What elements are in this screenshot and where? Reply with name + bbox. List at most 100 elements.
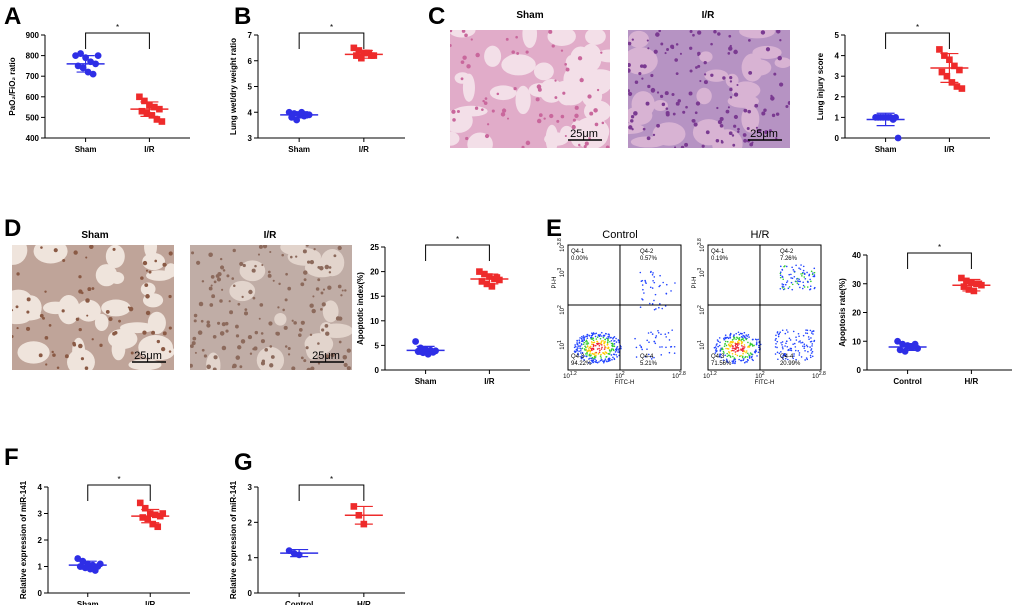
event-dot xyxy=(801,272,804,275)
event-dot xyxy=(731,349,734,352)
data-point xyxy=(975,280,983,288)
event-dot xyxy=(721,347,724,349)
nucleus xyxy=(277,306,280,309)
event-dot xyxy=(810,352,813,354)
nucleus xyxy=(44,290,47,293)
alveolus xyxy=(67,348,95,370)
event-dot xyxy=(802,284,805,287)
event-dot xyxy=(647,353,650,356)
event-dot xyxy=(609,340,611,343)
nucleus xyxy=(328,266,332,269)
nucleus xyxy=(305,245,309,247)
event-dot xyxy=(592,361,594,364)
event-dot xyxy=(642,299,644,301)
nucleus xyxy=(78,327,82,332)
nucleus xyxy=(728,34,732,38)
event-dot xyxy=(617,349,620,351)
event-dot xyxy=(590,336,593,339)
event-dot xyxy=(644,279,646,282)
event-dot xyxy=(737,346,740,349)
event-dot xyxy=(796,280,799,282)
event-dot xyxy=(781,329,784,332)
y-tick-label: 700 xyxy=(26,72,40,81)
event-dot xyxy=(745,360,747,363)
y-tick-label: 1 xyxy=(38,563,43,572)
nucleus xyxy=(630,119,634,123)
event-dot xyxy=(784,345,786,347)
data-point xyxy=(94,52,102,59)
nucleus xyxy=(168,326,172,330)
nucleus xyxy=(719,123,724,128)
event-dot xyxy=(602,352,605,354)
nucleus xyxy=(213,355,218,360)
nucleus xyxy=(237,302,241,306)
event-dot xyxy=(814,286,816,289)
y-axis-label: Apoptotic index(%) xyxy=(356,272,365,345)
data-point xyxy=(943,72,951,80)
event-dot xyxy=(584,355,586,357)
event-dot xyxy=(668,339,671,341)
nucleus xyxy=(506,117,510,120)
nucleus xyxy=(287,286,292,291)
event-dot xyxy=(662,281,664,284)
nucleus xyxy=(727,106,730,109)
nucleus xyxy=(53,248,58,253)
y-tick-label: 1 xyxy=(835,113,840,122)
nucleus xyxy=(536,118,542,124)
y-tick-label: 7 xyxy=(248,31,253,40)
nucleus xyxy=(72,341,76,346)
significance-star: * xyxy=(938,243,941,252)
event-dot xyxy=(749,344,751,347)
event-dot xyxy=(747,359,749,362)
event-dot xyxy=(788,273,791,276)
event-dot xyxy=(595,338,598,340)
event-dot xyxy=(585,348,588,351)
event-dot xyxy=(577,345,579,347)
event-dot xyxy=(803,343,806,346)
alveolus xyxy=(522,30,538,49)
nucleus xyxy=(142,330,147,335)
y-tick-label: 10 xyxy=(370,317,379,326)
panel-letter: D xyxy=(4,215,21,242)
event-dot xyxy=(755,341,758,343)
event-dot xyxy=(783,265,785,268)
event-dot xyxy=(792,269,795,271)
event-dot xyxy=(674,282,676,284)
y-tick-label: 3 xyxy=(835,72,840,81)
event-dot xyxy=(615,354,618,356)
event-dot xyxy=(612,343,614,346)
nucleus xyxy=(593,108,598,113)
event-dot xyxy=(793,353,795,355)
nucleus xyxy=(748,70,753,75)
nucleus xyxy=(216,277,222,282)
y-tick-label: 40 xyxy=(852,251,861,260)
event-dot xyxy=(792,343,794,346)
nucleus xyxy=(278,282,281,286)
nucleus xyxy=(770,94,773,98)
tick-base: 10 xyxy=(755,374,762,380)
tick-base: 10 xyxy=(703,374,710,380)
event-dot xyxy=(755,343,758,346)
event-dot xyxy=(789,339,792,341)
nucleus xyxy=(281,253,284,257)
nucleus xyxy=(466,64,471,69)
nucleus xyxy=(710,73,714,77)
event-dot xyxy=(729,336,731,339)
nucleus xyxy=(596,88,600,92)
tissue xyxy=(450,30,610,148)
event-dot xyxy=(665,336,668,338)
panel-letter: B xyxy=(234,3,251,30)
event-dot xyxy=(598,347,600,350)
event-dot xyxy=(592,341,594,344)
alveolus xyxy=(17,341,50,364)
nucleus xyxy=(272,279,275,282)
nucleus xyxy=(287,353,291,356)
event-dot xyxy=(718,344,721,347)
nucleus xyxy=(647,47,650,50)
alveolus xyxy=(774,57,790,68)
nucleus xyxy=(190,344,194,349)
event-dot xyxy=(774,339,777,341)
event-dot xyxy=(727,343,730,346)
nucleus xyxy=(208,252,213,258)
event-dot xyxy=(735,338,737,341)
